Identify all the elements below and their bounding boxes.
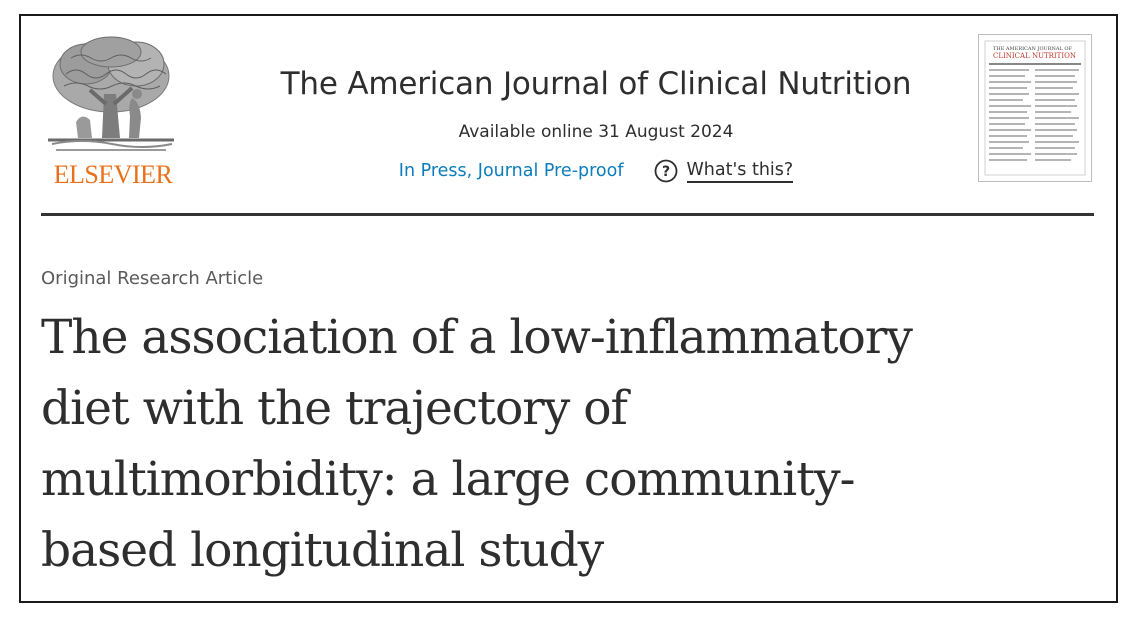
elsevier-logo[interactable]: ELSEVIER (42, 34, 184, 189)
article-title: The association of a low-inflammatory di… (41, 302, 1101, 586)
availability-date: Available online 31 August 2024 (458, 122, 734, 142)
journal-cover-thumbnail[interactable]: THE AMERICAN JOURNAL OF CLINICAL NUTRITI… (978, 34, 1092, 182)
journal-title[interactable]: The American Journal of Clinical Nutriti… (280, 66, 912, 102)
article-header-card: ELSEVIER The American Journal of Clinica… (19, 14, 1118, 603)
article-title-line: multimorbidity: a large community- (41, 452, 856, 507)
svg-text:THE AMERICAN JOURNAL OF: THE AMERICAN JOURNAL OF (993, 46, 1073, 52)
whats-this-label: What's this? (686, 159, 794, 183)
article-type-label: Original Research Article (41, 268, 264, 289)
article-title-line: The association of a low-inflammatory (41, 310, 913, 365)
article-status-row: In Press, Journal Pre-proof ? What's thi… (171, 156, 1021, 186)
svg-text:CLINICAL NUTRITION: CLINICAL NUTRITION (993, 52, 1076, 60)
article-title-line: diet with the trajectory of (41, 381, 628, 436)
article-title-line: based longitudinal study (41, 523, 604, 578)
question-circle-icon: ? (654, 159, 677, 183)
elsevier-tree-icon (48, 36, 174, 151)
journal-pre-proof-link[interactable]: In Press, Journal Pre-proof (398, 161, 624, 181)
svg-text:?: ? (661, 164, 669, 180)
header-divider (41, 213, 1094, 216)
publisher-name: ELSEVIER (53, 160, 173, 189)
journal-cover-icon: THE AMERICAN JOURNAL OF CLINICAL NUTRITI… (984, 40, 1086, 176)
whats-this-button[interactable]: ? What's this? (654, 159, 794, 183)
